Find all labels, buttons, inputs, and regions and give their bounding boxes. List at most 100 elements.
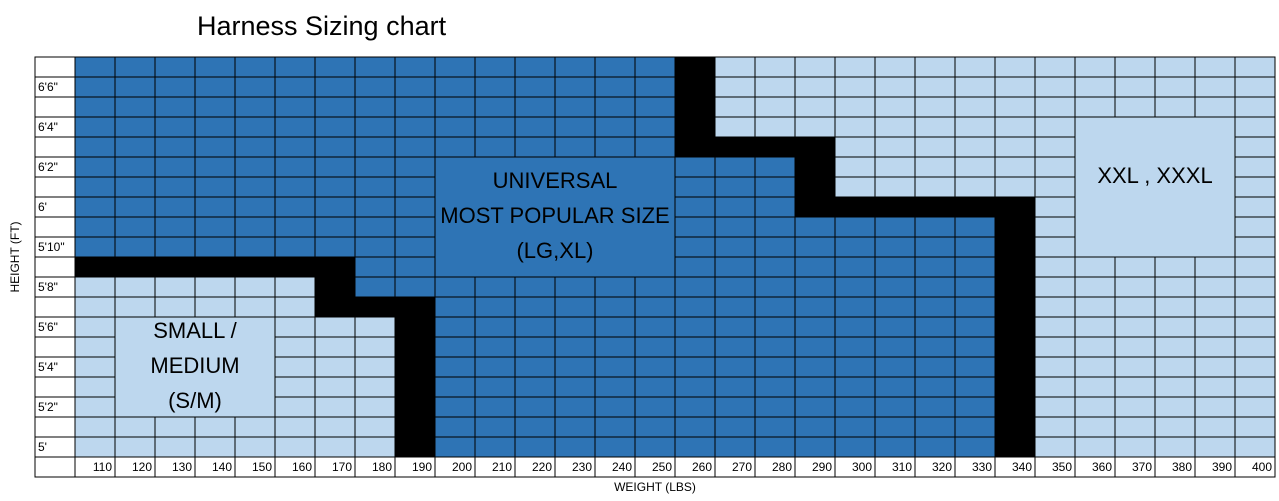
grid-cell	[914, 76, 956, 98]
x-tick-label: 270	[732, 460, 752, 474]
grid-cell	[194, 216, 236, 238]
grid-cell	[834, 356, 876, 378]
grid-cell	[74, 196, 116, 218]
grid-cell	[194, 296, 236, 318]
grid-cell	[954, 376, 996, 398]
grid-cell	[914, 336, 956, 358]
grid-cell	[794, 236, 836, 258]
grid-cell	[354, 356, 396, 378]
grid-cell	[74, 96, 116, 118]
grid-cell	[994, 236, 1036, 258]
grid-cell	[314, 76, 356, 98]
grid-cell	[274, 356, 316, 378]
grid-cell	[834, 76, 876, 98]
grid-cell	[994, 196, 1036, 218]
x-tick-label: 360	[1092, 460, 1112, 474]
grid-cell	[714, 56, 756, 78]
grid-cell	[754, 76, 796, 98]
grid-cell	[74, 216, 116, 238]
grid-cell	[994, 116, 1036, 138]
grid-cell	[314, 336, 356, 358]
grid-cell	[714, 356, 756, 378]
grid-cell	[754, 276, 796, 298]
grid-cell	[74, 56, 116, 78]
x-tick-label: 140	[212, 460, 232, 474]
grid-cell	[354, 276, 396, 298]
grid-cell	[314, 96, 356, 118]
grid-cell	[314, 316, 356, 338]
grid-cell	[154, 256, 196, 278]
grid-cell	[874, 416, 916, 438]
grid-cell	[714, 116, 756, 138]
region-box	[115, 317, 275, 417]
grid-cell	[274, 136, 316, 158]
y-tick-label: 5'8"	[38, 280, 58, 294]
grid-cell	[74, 376, 116, 398]
grid-cell	[474, 356, 516, 378]
grid-cell	[1194, 356, 1236, 378]
grid-cell	[154, 176, 196, 198]
region-box	[1075, 117, 1235, 257]
grid-cell	[794, 336, 836, 358]
label-cell	[34, 336, 76, 358]
grid-cell	[194, 256, 236, 278]
grid-cell	[714, 176, 756, 198]
grid-cell	[674, 96, 716, 118]
grid-cell	[74, 336, 116, 358]
grid-cell	[394, 156, 436, 178]
grid-cell	[874, 216, 916, 238]
grid-cell	[1074, 276, 1116, 298]
grid-cell	[1034, 156, 1076, 178]
grid-cell	[474, 376, 516, 398]
grid-cell	[114, 96, 156, 118]
grid-cell	[834, 276, 876, 298]
grid-cell	[754, 296, 796, 318]
grid-cell	[274, 296, 316, 318]
grid-cell	[274, 396, 316, 418]
grid-cell	[234, 56, 276, 78]
grid-cell	[234, 96, 276, 118]
grid-cell	[794, 256, 836, 278]
grid-cell	[554, 376, 596, 398]
grid-cell	[1034, 76, 1076, 98]
grid-cell	[314, 256, 356, 278]
grid-cell	[1034, 356, 1076, 378]
y-tick-label: 5'2"	[38, 400, 58, 414]
grid-cell	[514, 376, 556, 398]
grid-cell	[1034, 416, 1076, 438]
grid-cell	[514, 296, 556, 318]
label-cell	[34, 136, 76, 158]
grid-cell	[394, 356, 436, 378]
y-tick-label: 5'	[38, 440, 47, 454]
grid-cell	[1034, 376, 1076, 398]
grid-cell	[194, 136, 236, 158]
grid-cell	[994, 76, 1036, 98]
grid-cell	[754, 416, 796, 438]
grid-cell	[1194, 76, 1236, 98]
grid-cell	[1074, 296, 1116, 318]
grid-cell	[954, 96, 996, 118]
grid-cell	[154, 436, 196, 458]
grid-cell	[194, 196, 236, 218]
grid-cell	[194, 416, 236, 438]
grid-cell	[874, 436, 916, 458]
grid-cell	[634, 356, 676, 378]
grid-cell	[634, 276, 676, 298]
grid-cell	[914, 316, 956, 338]
grid-cell	[1074, 316, 1116, 338]
grid-cell	[514, 316, 556, 338]
x-tick-label: 390	[1212, 460, 1232, 474]
grid-cell	[354, 436, 396, 458]
grid-cell	[794, 176, 836, 198]
grid-cell	[834, 56, 876, 78]
grid-cell	[434, 116, 476, 138]
grid-cell	[114, 416, 156, 438]
grid-cell	[74, 416, 116, 438]
grid-cell	[794, 96, 836, 118]
grid-cell	[274, 376, 316, 398]
grid-cell	[714, 136, 756, 158]
grid-cell	[1074, 356, 1116, 378]
grid-cell	[954, 276, 996, 298]
x-tick-label: 370	[1132, 460, 1152, 474]
grid-cell	[674, 336, 716, 358]
